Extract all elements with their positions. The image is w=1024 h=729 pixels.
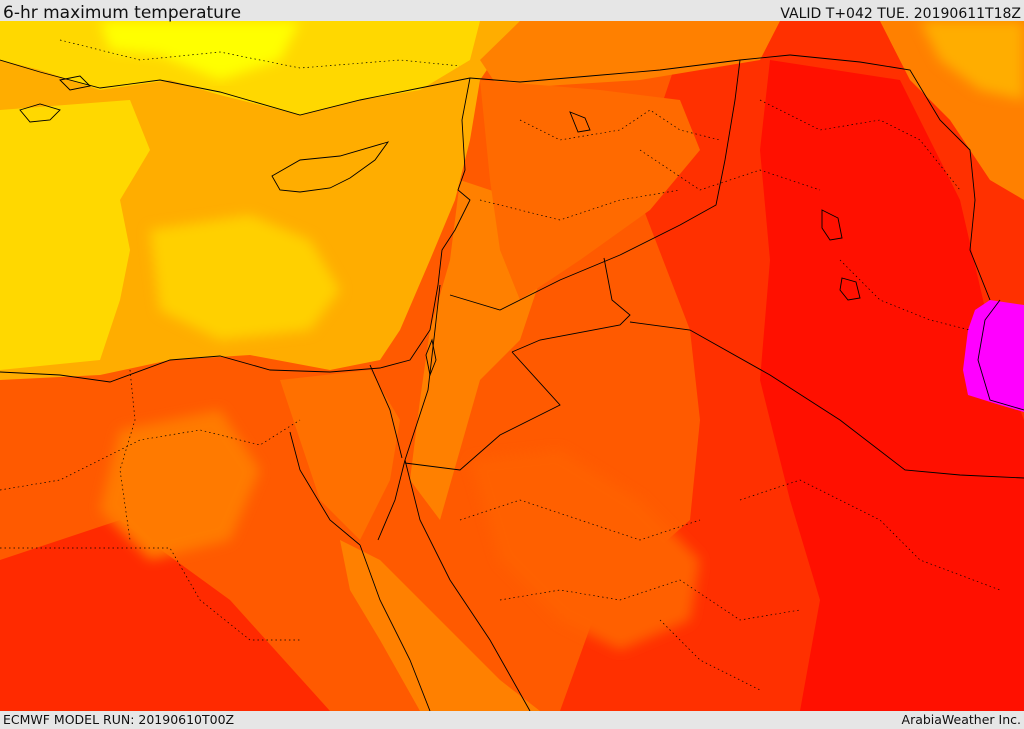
map-title: 6-hr maximum temperature <box>3 3 242 23</box>
field-sea-cool-2 <box>150 215 340 340</box>
field-turkey-east <box>480 21 780 90</box>
field-red-sea <box>340 540 540 711</box>
borders <box>369 54 1024 479</box>
border-iraq-saudi <box>629 321 1024 479</box>
temperature-map[interactable] <box>0 21 1024 711</box>
border-israel-jordan <box>404 284 441 461</box>
lake-assad <box>569 111 591 133</box>
lake-tharthar <box>821 209 843 241</box>
field-sinai <box>280 370 400 540</box>
red-sea-east <box>404 459 531 711</box>
field-sea-cool <box>0 100 150 370</box>
med-coast-levant <box>437 77 471 286</box>
field-syria-interior <box>480 80 700 300</box>
field-ne-cooler <box>920 21 1024 100</box>
footer-bar: ECMWF MODEL RUN: 20190610T00Z ArabiaWeat… <box>0 711 1024 729</box>
med-coast-turkey <box>0 59 471 116</box>
border-jordan-saudi <box>404 351 561 471</box>
map-canvas <box>0 21 1024 711</box>
border-iraq-iran <box>789 54 991 301</box>
field-egypt-orange <box>100 410 260 560</box>
field-red-sw <box>0 520 330 711</box>
aegean-islands <box>19 75 91 123</box>
coastlines <box>0 59 1024 711</box>
admin-boundaries <box>0 39 1001 691</box>
border-syria-iraq <box>449 59 741 311</box>
cyprus <box>271 141 390 193</box>
field-hottest-east <box>760 60 1024 711</box>
field-gulf-hotspot <box>963 300 1024 412</box>
credit: ArabiaWeather Inc. <box>901 712 1021 727</box>
title-bar: 6-hr maximum temperature VALID T+042 TUE… <box>0 0 1024 23</box>
valid-time: VALID T+042 TUE. 20190611T18Z <box>780 6 1021 22</box>
aqaba-gulf <box>377 459 406 541</box>
border-egypt-israel <box>369 364 403 459</box>
med-coast-egypt <box>0 284 439 383</box>
suez-gulf <box>289 431 361 546</box>
lake-milh <box>839 277 861 301</box>
gulf-coast <box>977 299 1024 411</box>
border-iraq-jordan <box>511 257 631 353</box>
border-turkey-syria <box>469 54 791 83</box>
field-saudi-orange <box>470 450 700 650</box>
model-run: ECMWF MODEL RUN: 20190610T00Z <box>3 712 235 727</box>
field-turkey-coolest <box>100 21 300 80</box>
red-sea-west <box>359 544 431 711</box>
